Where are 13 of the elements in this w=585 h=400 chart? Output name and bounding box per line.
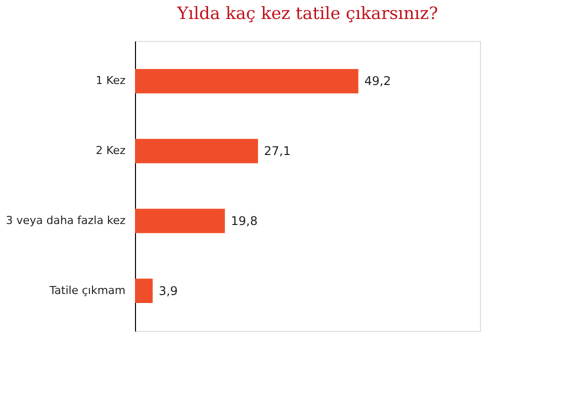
y-tick-label: Tatile çıkmam: [48, 284, 126, 297]
data-label: 3,9: [158, 284, 178, 298]
bar: [135, 208, 225, 234]
bar: [135, 278, 153, 304]
y-tick-label: 2 Kez: [96, 144, 126, 158]
y-tick-label: 1 Kez: [96, 74, 126, 88]
y-tick-label: 3 veya daha fazla kez: [6, 214, 126, 227]
bar: [135, 138, 258, 164]
data-label: 49,2: [364, 74, 392, 88]
data-label: 19,8: [230, 214, 258, 228]
bar: [135, 68, 358, 94]
chart-title: Yılda kaç kez tatile çıkarsınız?: [176, 4, 438, 24]
data-label: 27,1: [264, 144, 291, 158]
